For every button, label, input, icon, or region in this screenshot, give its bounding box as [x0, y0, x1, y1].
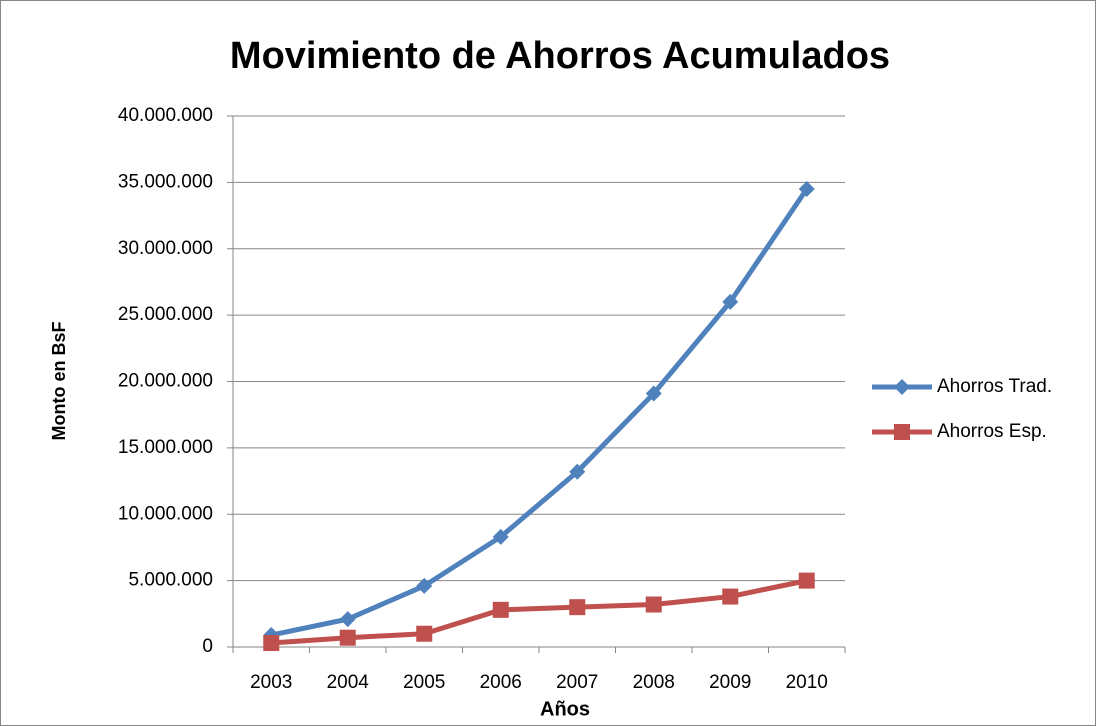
legend-label: Ahorros Esp. [937, 421, 1047, 442]
data-point [263, 635, 280, 652]
y-axis-title: Monto en BsF [49, 322, 69, 441]
y-tick-label: 30.000.000 [118, 238, 213, 259]
data-point [569, 463, 586, 480]
data-point [569, 599, 586, 616]
y-tick-label: 0 [202, 636, 213, 657]
data-point [798, 181, 815, 198]
x-tick-label: 2004 [327, 672, 370, 693]
legend-marker [894, 424, 910, 440]
y-tick-label: 20.000.000 [118, 371, 213, 392]
series-line [271, 578, 808, 646]
y-tick-label: 25.000.000 [118, 304, 213, 325]
data-point [798, 572, 815, 589]
x-tick-label: 2006 [480, 672, 522, 693]
legend-label: Ahorros Trad. [937, 376, 1052, 397]
x-tick-label: 2007 [556, 672, 598, 693]
x-tick-label: 2008 [633, 672, 675, 693]
chart-title: Movimiento de Ahorros Acumulados [230, 35, 890, 77]
y-tick-label: 5.000.000 [128, 570, 213, 591]
y-tick-label: 10.000.000 [118, 503, 213, 524]
x-tick-label: 2003 [250, 672, 292, 693]
x-axis-title: Años [540, 698, 590, 720]
data-point [416, 577, 433, 594]
data-point [339, 611, 356, 628]
y-tick-label: 35.000.000 [118, 171, 213, 192]
y-tick-label: 40.000.000 [118, 105, 213, 126]
x-tick-label: 2009 [709, 672, 751, 693]
data-point [645, 385, 662, 402]
series-line [270, 187, 809, 638]
data-point [722, 293, 739, 310]
x-tick-label: 2005 [403, 672, 445, 693]
data-point [492, 601, 509, 618]
data-point [722, 588, 739, 605]
data-point [645, 596, 662, 613]
x-tick-label: 2010 [786, 672, 828, 693]
legend-marker [894, 379, 910, 395]
data-point [416, 625, 433, 642]
data-point [339, 629, 356, 646]
data-point [492, 528, 509, 545]
y-tick-label: 15.000.000 [118, 437, 213, 458]
